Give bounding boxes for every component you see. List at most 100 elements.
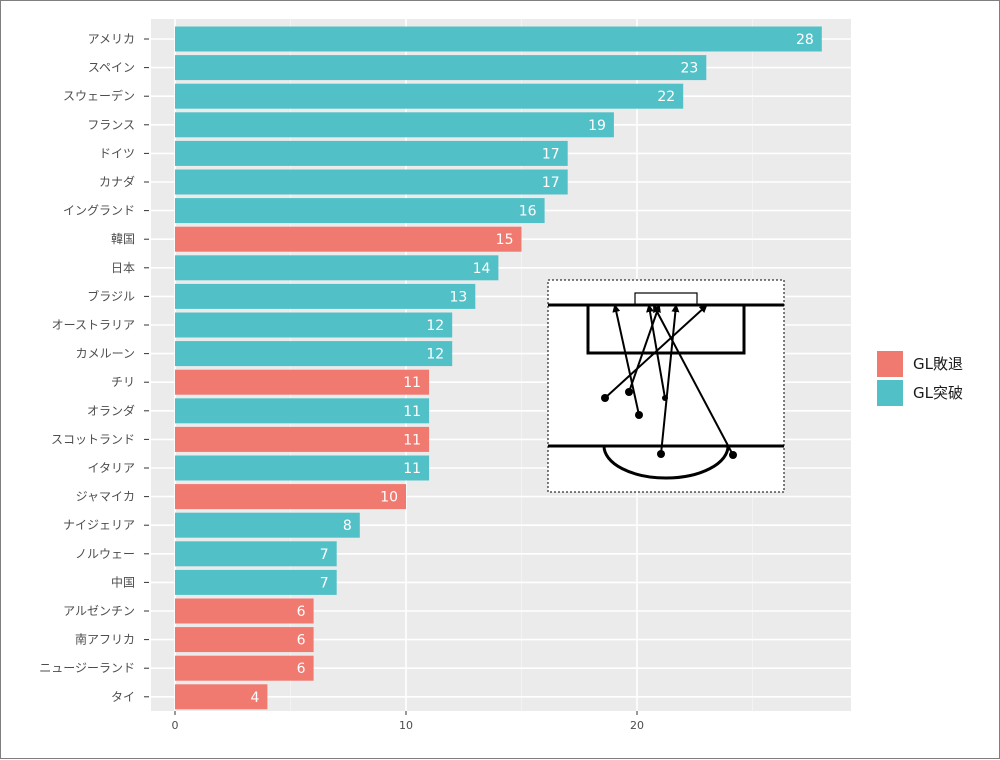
bar	[175, 140, 568, 166]
shot-arrows	[604, 304, 734, 456]
bar-value-label: 8	[343, 518, 352, 534]
shot-origin	[601, 394, 609, 402]
bar-value-label: 17	[542, 175, 560, 191]
category-label: 韓国	[111, 232, 135, 246]
bar	[175, 512, 360, 538]
bar	[175, 283, 476, 309]
bar	[175, 426, 430, 452]
category-label: チリ	[111, 375, 135, 389]
shot-arrow	[604, 304, 708, 399]
shot-origin	[729, 451, 737, 459]
shot-arrow	[628, 304, 661, 393]
bar-value-label: 19	[588, 118, 606, 134]
category-label: ナイジェリア	[63, 518, 135, 532]
bar	[175, 26, 822, 52]
shot-origin	[635, 411, 643, 419]
legend-label-gl-advanced: GL突破	[913, 384, 963, 402]
bar	[175, 398, 430, 424]
bar	[175, 198, 545, 224]
bar	[175, 312, 453, 338]
bar	[175, 484, 406, 510]
category-label: ニュージーランド	[39, 661, 135, 675]
category-label: スコットランド	[51, 432, 135, 446]
category-label: 南アフリカ	[75, 632, 135, 647]
shot-origin	[662, 395, 668, 401]
x-tick-label: 20	[630, 719, 644, 732]
category-label: 中国	[111, 574, 135, 589]
shot-origins	[601, 388, 737, 459]
shot-arrow	[646, 304, 666, 399]
bars	[175, 26, 822, 710]
bar	[175, 226, 522, 252]
bar	[175, 341, 453, 367]
bar-value-label: 14	[473, 261, 491, 277]
category-label: 日本	[111, 261, 135, 275]
legend-key-gl-lost	[877, 351, 903, 377]
bar	[175, 569, 337, 595]
category-label: ジャマイカ	[76, 490, 135, 504]
bar-value-label: 16	[519, 204, 537, 220]
bar-value-label: 11	[403, 404, 421, 420]
bar-value-label: 13	[449, 289, 467, 305]
penalty-box	[586, 305, 746, 355]
bar-value-label: 28	[796, 32, 814, 48]
category-label: オランダ	[87, 403, 135, 418]
bar-value-label: 12	[426, 347, 444, 363]
category-label: イングランド	[63, 204, 135, 218]
bar-value-label: 6	[297, 633, 306, 649]
category-label: スウェーデン	[63, 88, 135, 103]
category-label: イタリア	[87, 461, 135, 475]
bar-value-label: 22	[657, 89, 675, 105]
bar-value-label: 12	[426, 318, 444, 334]
bar-value-label: 11	[403, 461, 421, 477]
bar-value-label: 10	[380, 490, 398, 506]
bar-value-label: 7	[320, 575, 329, 591]
bar-value-label: 11	[403, 432, 421, 448]
x-tick-label: 10	[399, 719, 413, 732]
category-label: フランス	[87, 118, 135, 132]
bar	[175, 684, 268, 710]
shot-origin	[625, 388, 633, 396]
bar	[175, 627, 314, 653]
category-label: カメルーン	[76, 347, 135, 361]
shot-origin	[657, 450, 665, 458]
bar	[175, 255, 499, 281]
shot-arrow	[653, 304, 734, 456]
bar-value-label: 17	[542, 146, 560, 162]
bar	[175, 598, 314, 624]
shot-arrow	[660, 304, 680, 455]
bar-value-label: 23	[680, 61, 698, 77]
bar	[175, 112, 614, 138]
category-labels: アメリカスペインスウェーデンフランスドイツカナダイングランド韓国日本ブラジルオー…	[39, 32, 149, 704]
category-label: アルゼンチン	[63, 604, 135, 618]
bar-value-label: 6	[297, 604, 306, 620]
category-label: アメリカ	[88, 32, 135, 46]
center-circle-arc	[602, 445, 730, 480]
bar-value-label: 6	[297, 661, 306, 677]
bar	[175, 83, 684, 109]
bar	[175, 455, 430, 481]
category-label: オーストラリア	[52, 318, 135, 332]
bar-value-label: 15	[496, 232, 514, 248]
category-label: タイ	[111, 690, 135, 704]
x-axis-ticks: 0 10 20	[172, 711, 644, 732]
category-label: ドイツ	[99, 146, 135, 160]
category-label: ブラジル	[87, 288, 135, 303]
bar-value-label: 4	[250, 690, 259, 706]
category-label: スペイン	[88, 61, 135, 75]
bar	[175, 369, 430, 395]
goal	[634, 292, 698, 306]
bar-value-label: 7	[320, 547, 329, 563]
legend-key-gl-advanced	[877, 380, 903, 406]
category-label: カナダ	[99, 174, 135, 189]
legend-label-gl-lost: GL敗退	[913, 355, 963, 373]
x-tick-label: 0	[172, 719, 179, 732]
bar-value-label: 11	[403, 375, 421, 391]
bar	[175, 655, 314, 681]
value-labels: 2823221917171615141312121111111110877666…	[250, 32, 813, 706]
legend: GL敗退 GL突破	[877, 351, 963, 406]
bar	[175, 169, 568, 195]
category-label: ノルウェー	[75, 547, 135, 561]
